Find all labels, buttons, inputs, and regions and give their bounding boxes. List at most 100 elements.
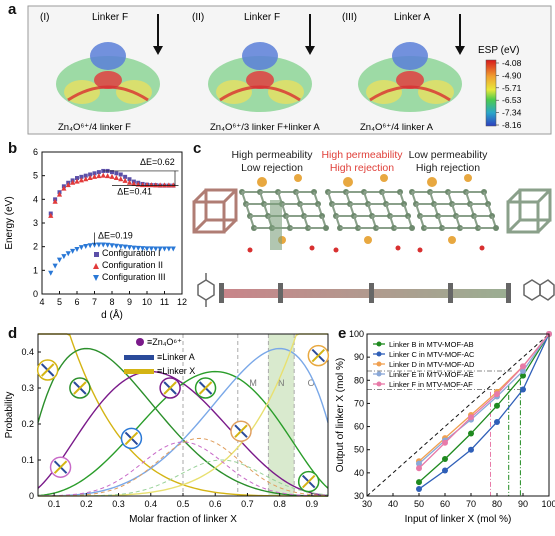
header-line1: High permeability (321, 149, 403, 161)
region-n-shade (268, 334, 295, 496)
esp-surface-red-arc (67, 85, 149, 102)
y-tick-label: 0.2 (21, 419, 34, 429)
x-axis-label: Molar fraction of linker X (129, 514, 237, 525)
y-axis-label: Output of linker X (mol %) (335, 358, 346, 472)
y-axis-label: Probability (4, 392, 15, 439)
mof-cube-right (506, 188, 552, 234)
data-point (91, 173, 98, 179)
data-point (75, 176, 79, 181)
header-line1: Low permeability (409, 149, 489, 161)
y-axis-label: Energy (eV) (4, 196, 15, 249)
water-molecule (395, 245, 401, 251)
legend-marker (376, 371, 382, 377)
legend-label: Linker D in MTV-MOF-AD (389, 360, 475, 369)
frame-caption: Zn₄O⁶⁺/4 linker A (360, 122, 434, 133)
node (409, 225, 415, 231)
panel-d-letter: d (8, 325, 18, 342)
esp-surface-red (94, 71, 122, 89)
chart-d: LMNO0.10.20.30.40.50.60.70.80.900.10.20.… (4, 333, 330, 525)
data-point (105, 242, 111, 248)
y-tick-label: 100 (349, 329, 364, 339)
panel-a: (I) Linker F Zn₄O⁶⁺/4 linker F (II) Linker F… (27, 5, 552, 135)
data-point (61, 185, 67, 191)
frame-number: (III) (342, 12, 357, 23)
esp-surface-blue (242, 42, 278, 70)
data-point (520, 368, 526, 375)
y-tick-label: 40 (354, 468, 364, 478)
data-point (83, 243, 89, 249)
data-point (113, 175, 119, 181)
legend-label: ≡Linker A (157, 352, 195, 362)
legend-label: Configuration III (102, 272, 166, 282)
y-tick-label: 0 (33, 289, 38, 299)
data-point (118, 244, 124, 250)
arrow-head-icon (455, 46, 465, 55)
y-tick-label: 30 (354, 491, 364, 501)
water-molecule (479, 245, 485, 251)
x-tick-label: 7 (92, 297, 97, 307)
x-tick-label: 0.8 (273, 499, 286, 509)
data-point (61, 254, 67, 260)
data-point (468, 414, 474, 421)
esp-surface-red-arc (219, 85, 301, 102)
data-point (148, 246, 154, 252)
frame-number: (II) (192, 12, 204, 23)
data-point (153, 246, 159, 252)
y-tick-label: 1 (33, 265, 38, 275)
y-tick-label: 3 (33, 218, 38, 228)
data-point (100, 172, 106, 178)
identity-line (366, 333, 550, 497)
linker-a-molecule (197, 273, 215, 307)
data-point (74, 178, 80, 184)
legend-label: Configuration I (102, 248, 161, 258)
data-point (113, 243, 119, 249)
data-point (74, 247, 80, 253)
x-tick-label: 30 (362, 499, 372, 509)
configuration-linker-x (198, 381, 213, 395)
configuration-linker-x (73, 381, 87, 395)
data-point (442, 455, 448, 462)
arrow-head-icon (305, 46, 315, 55)
legend-linker-x-marker (124, 369, 154, 374)
frame-linker-label: Linker F (92, 12, 128, 23)
delta-e-label: ΔE=0.19 (98, 230, 133, 240)
x-tick-label: 8 (109, 297, 114, 307)
data-point (161, 182, 168, 188)
arrow-head-icon (153, 46, 163, 55)
legend-marker (94, 252, 99, 257)
data-point (114, 171, 119, 176)
data-point (56, 191, 63, 197)
configuration-linker-x (163, 381, 177, 395)
panel-c-letter: c (193, 140, 202, 157)
region-label: N (278, 378, 285, 388)
esp-colorbar (485, 59, 497, 127)
x-tick-label: 0.4 (145, 499, 158, 509)
legend-linker-a-marker (124, 355, 154, 360)
x-tick-label: 60 (440, 499, 450, 509)
data-point (166, 182, 172, 188)
data-point (140, 246, 146, 252)
data-point (494, 391, 500, 398)
data-point (91, 242, 98, 248)
delta-e-label: ΔE=0.41 (117, 187, 152, 197)
data-point (166, 246, 172, 252)
x-tick-label: 70 (466, 499, 476, 509)
data-point (118, 176, 124, 182)
data-point (468, 430, 474, 437)
data-point (416, 465, 422, 472)
solute-sphere (364, 236, 372, 244)
y-tick-label: 50 (354, 445, 364, 455)
series-line (418, 333, 550, 465)
data-point (83, 176, 89, 182)
x-tick-label: 4 (39, 297, 44, 307)
data-point (48, 270, 54, 276)
x-tick-label: 0.2 (80, 499, 93, 509)
esp-surface-blue (90, 42, 126, 70)
panel-e-letter: e (338, 325, 347, 342)
y-tick-label: 4 (33, 194, 38, 204)
data-point (78, 245, 84, 251)
panel-b-letter: b (8, 140, 18, 157)
legend-label: ≡Linker X (157, 366, 195, 376)
legend-marker (376, 361, 382, 367)
